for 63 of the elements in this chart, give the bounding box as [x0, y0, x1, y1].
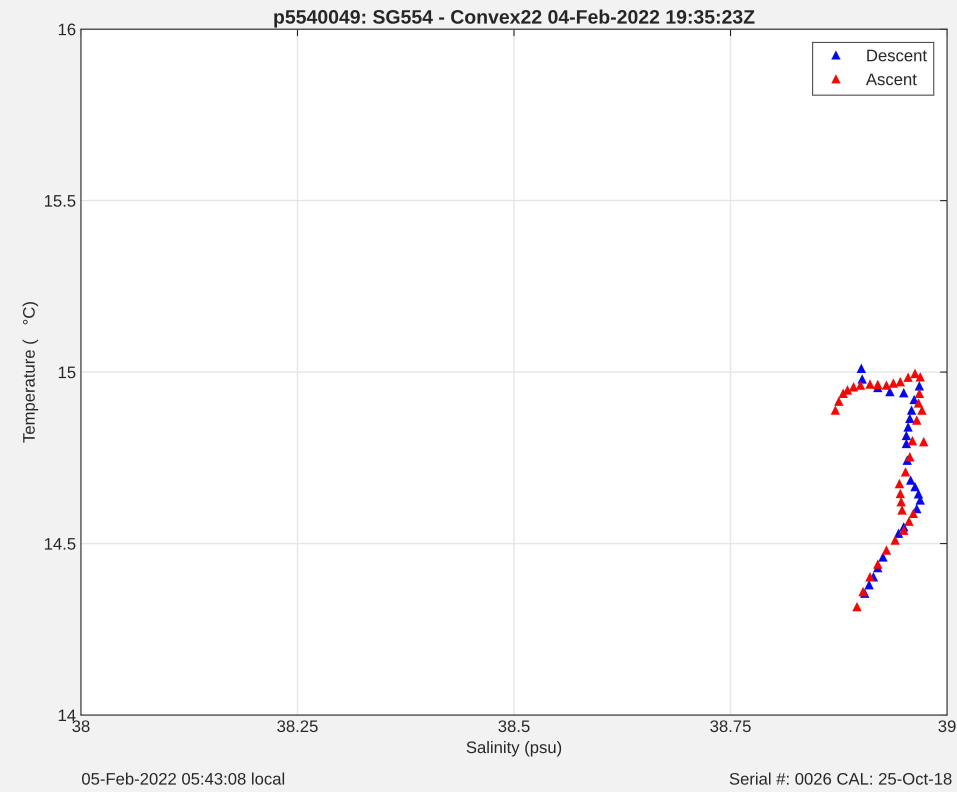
point	[899, 526, 908, 535]
point	[830, 405, 840, 415]
point	[902, 438, 911, 448]
point	[897, 505, 907, 515]
point	[900, 467, 910, 477]
point	[914, 381, 924, 390]
point	[878, 552, 888, 562]
point	[910, 482, 920, 492]
point	[903, 422, 913, 432]
point	[919, 437, 928, 446]
x-tick-label: 38	[72, 720, 90, 732]
point	[904, 516, 914, 526]
point	[894, 478, 904, 488]
point	[912, 415, 922, 425]
y-tick-label: 14.5	[44, 538, 76, 550]
point	[910, 368, 920, 378]
point	[905, 414, 914, 424]
point	[888, 378, 898, 388]
point	[914, 398, 924, 408]
y-tick-label: 14	[58, 710, 76, 722]
point	[917, 405, 927, 415]
point	[903, 372, 913, 382]
point	[916, 372, 925, 382]
point	[865, 572, 875, 582]
point	[856, 380, 866, 390]
y-tick-label: 15	[58, 366, 76, 378]
point	[908, 436, 918, 446]
x-tick-label: 38.25	[277, 720, 318, 732]
point	[906, 475, 916, 485]
text: 05-Feb-2022 05:43:08 local	[82, 772, 284, 785]
point	[890, 535, 900, 545]
y-axis-title: Temperature ( °C)	[22, 302, 38, 443]
point	[873, 380, 882, 390]
point	[838, 388, 848, 398]
point	[885, 386, 895, 396]
point	[864, 580, 874, 590]
point	[856, 364, 866, 373]
point	[906, 405, 916, 415]
legend-label: Ascent	[866, 74, 917, 86]
point	[899, 388, 908, 398]
x-tick-label: 39	[938, 720, 956, 732]
point	[865, 379, 875, 389]
text: Serial #: 0026 CAL: 25-Oct-18	[730, 772, 952, 785]
y-tick-label: 16	[58, 24, 76, 36]
point	[905, 452, 914, 462]
chart-title: p5540049: SG554 - Convex22 04-Feb-2022 19:35:23Z	[274, 10, 754, 28]
point	[902, 430, 911, 440]
point	[896, 497, 906, 506]
x-tick-label: 38.75	[710, 720, 751, 732]
y-tick-label: 15.5	[44, 195, 76, 207]
point	[873, 559, 882, 569]
x-tick-label: 38.5	[498, 720, 530, 732]
point	[896, 377, 905, 386]
point	[848, 382, 858, 392]
x-axis-title: Salinity (psu)	[466, 740, 562, 757]
point	[852, 602, 862, 612]
point	[908, 508, 918, 518]
point	[896, 488, 905, 498]
point	[882, 545, 892, 555]
point	[914, 388, 924, 398]
legend-label: Descent	[867, 50, 927, 62]
point	[882, 380, 892, 390]
point	[834, 396, 844, 406]
